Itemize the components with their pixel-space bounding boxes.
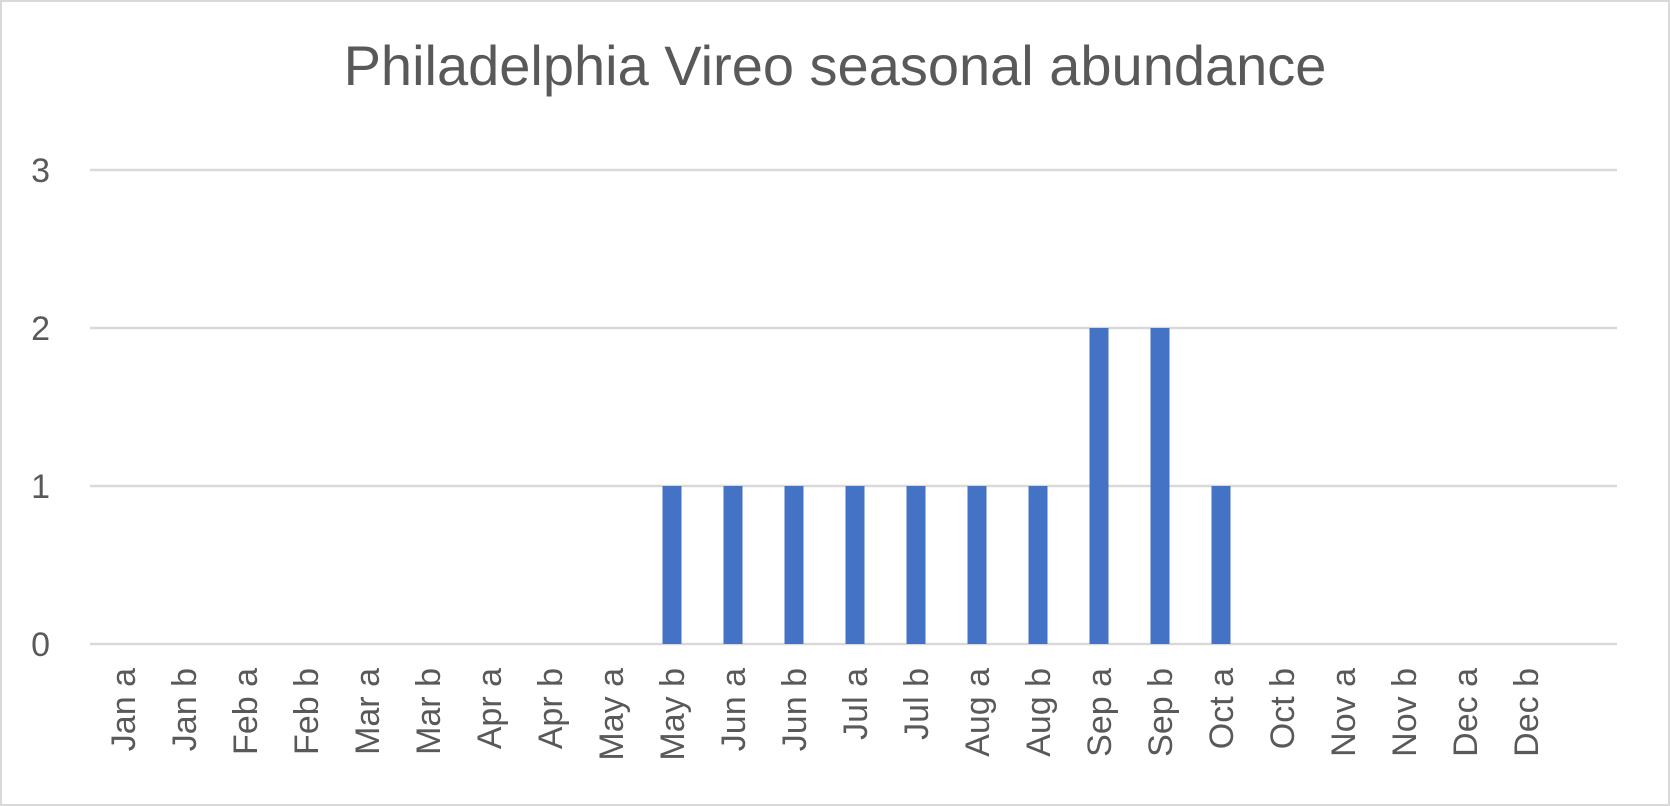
x-tick-label: Dec a bbox=[1447, 668, 1485, 757]
bar bbox=[1211, 486, 1231, 644]
x-tick-label: May b bbox=[654, 668, 692, 761]
bar bbox=[1028, 486, 1048, 644]
x-tick-label: Aug b bbox=[1020, 668, 1058, 757]
x-tick-label: Sep a bbox=[1081, 668, 1119, 757]
bar bbox=[723, 486, 743, 644]
x-tick-label: Mar b bbox=[410, 668, 448, 755]
y-tick-label: 0 bbox=[31, 626, 50, 664]
x-tick-label: Jul b bbox=[898, 668, 936, 740]
x-tick-label: Nov a bbox=[1325, 668, 1363, 757]
x-tick-label: Jan a bbox=[105, 668, 143, 751]
x-tick-label: Oct a bbox=[1203, 668, 1241, 749]
x-tick-label: Jan b bbox=[166, 668, 204, 751]
x-tick-label: Aug a bbox=[959, 668, 997, 757]
x-tick-label: Jun b bbox=[776, 668, 814, 751]
x-tick-label: Sep b bbox=[1142, 668, 1180, 757]
x-tick-label: Oct b bbox=[1264, 668, 1302, 749]
x-tick-label: Mar a bbox=[349, 668, 387, 755]
x-tick-label: Feb a bbox=[227, 668, 265, 755]
bar bbox=[1150, 328, 1170, 644]
y-tick-label: 2 bbox=[31, 310, 50, 348]
bar bbox=[784, 486, 804, 644]
bar bbox=[906, 486, 926, 644]
y-axis-tick-labels: 0 1 2 3 bbox=[31, 152, 50, 664]
x-axis-tick-labels: Jan a Jan b Feb a Feb b Mar a Mar b Apr a Apr b… bbox=[105, 668, 1546, 761]
x-tick-label: Nov b bbox=[1386, 668, 1424, 757]
x-tick-label: Apr a bbox=[471, 668, 509, 749]
bar bbox=[845, 486, 865, 644]
x-tick-label: Dec b bbox=[1508, 668, 1546, 757]
chart-title: Philadelphia Vireo seasonal abundance bbox=[343, 34, 1327, 97]
x-tick-label: May a bbox=[593, 668, 631, 761]
x-tick-label: Jul a bbox=[837, 668, 875, 740]
x-tick-label: Jun a bbox=[715, 668, 753, 751]
x-tick-label: Apr b bbox=[532, 668, 570, 749]
bar bbox=[1089, 328, 1109, 644]
bar bbox=[967, 486, 987, 644]
y-tick-label: 3 bbox=[31, 152, 50, 190]
bars bbox=[662, 328, 1231, 644]
x-tick-label: Feb b bbox=[288, 668, 326, 755]
bar bbox=[662, 486, 682, 644]
y-tick-label: 1 bbox=[31, 468, 50, 506]
